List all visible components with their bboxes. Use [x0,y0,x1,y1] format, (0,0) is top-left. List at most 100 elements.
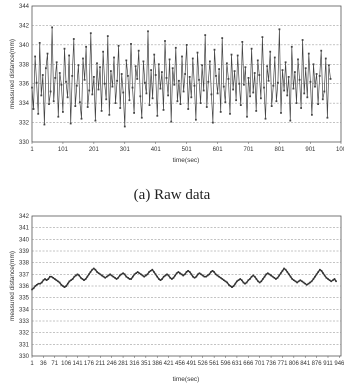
data-point [74,105,77,107]
data-point [45,279,48,281]
data-point [68,54,70,57]
data-point [315,273,318,276]
data-point [202,89,205,92]
data-point [196,51,199,54]
y-tick-label: 341 [19,226,30,232]
data-point [54,77,57,79]
data-point [306,284,308,286]
data-point [36,284,38,286]
data-point [211,270,214,272]
data-point [260,280,263,283]
data-point [80,117,83,120]
data-point [300,107,302,109]
data-point [49,90,52,93]
data-point [142,60,145,63]
data-point [39,282,41,285]
data-point [199,102,202,104]
data-point [322,272,324,274]
data-point [31,86,33,89]
data-point [125,275,128,278]
data-point [184,273,186,276]
data-point [198,272,201,274]
raw-data-chart: 330 332 334 336 338 340 342 344 1 101 201 301 401 50… [9,4,344,164]
data-point [32,108,35,110]
data-point [49,275,51,278]
y-tick-label: 339 [19,249,30,255]
data-point [68,280,71,283]
data-point [309,281,311,284]
data-point [209,60,211,63]
data-point [280,272,282,274]
y-tick-label: 340 [19,237,30,243]
data-point [265,273,267,276]
x-tick-label: 841 [300,361,311,367]
data-point [47,278,50,280]
data-point [125,59,128,62]
data-point [208,273,211,276]
data-point [218,275,220,278]
x-tick-label: 281 [118,361,129,367]
data-point [227,78,230,80]
data-point [158,278,160,280]
data-point [104,277,106,279]
data-point [294,71,296,73]
data-point [212,121,214,124]
data-point [66,96,69,99]
data-point [159,87,162,90]
data-point [190,273,193,276]
data-point [307,52,310,55]
data-point [156,114,159,117]
data-point [128,278,131,280]
data-point [88,273,90,276]
data-point [52,277,54,279]
data-point [301,39,304,41]
raw-series [31,26,332,128]
data-point [185,44,188,46]
data-point [172,277,175,279]
y-tick-label: 336 [19,284,30,290]
data-point [170,120,173,123]
data-point [293,279,295,281]
data-point [188,76,191,78]
data-point [52,100,55,103]
data-point [122,91,125,94]
data-point [255,110,258,112]
data-point [241,41,244,43]
data-point [75,274,77,277]
data-point [195,275,198,278]
data-point [272,84,275,87]
data-point [136,271,139,273]
data-point [249,95,251,98]
data-point [269,50,272,53]
data-point [320,270,323,272]
data-point [235,99,237,102]
data-point [54,278,56,280]
data-point [86,275,89,278]
x-tick-label: 701 [255,361,266,367]
data-point [189,271,191,273]
data-point [320,49,323,52]
data-point [266,65,268,68]
data-point [287,76,290,78]
x-tick-label: 201 [89,147,100,153]
data-point [112,275,115,278]
data-point [71,278,74,280]
data-point [132,275,134,278]
data-point [195,118,197,121]
data-point [99,273,102,276]
data-point [263,86,265,89]
data-point [65,80,67,83]
data-point [289,119,292,122]
data-point [224,280,227,283]
y-tick-label: 332 [19,121,30,127]
data-point [31,288,33,291]
data-point [91,93,94,96]
data-point [119,274,121,277]
data-point [91,268,93,271]
data-point [281,69,284,71]
data-point [85,45,87,48]
data-point [94,119,97,122]
data-point [270,274,272,277]
data-point [58,72,61,74]
y-tick-label: 334 [19,101,30,107]
